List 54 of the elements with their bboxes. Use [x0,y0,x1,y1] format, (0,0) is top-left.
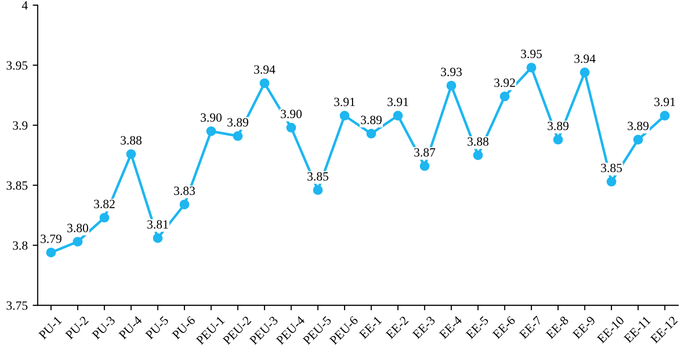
point [180,200,190,210]
point [420,161,430,171]
data-label: 3.94 [574,54,596,63]
data-label: 3.80 [67,224,88,232]
point [152,233,163,243]
data-label: 3.83 [174,186,195,196]
data-label: 3.89 [227,118,248,127]
point [206,126,216,136]
data-label: 3.91 [388,98,408,106]
point [473,150,483,160]
data-label: 3.88 [120,136,142,145]
point [126,149,136,159]
point [46,248,56,258]
y-tick-label: 3.9 [12,121,28,130]
y-tick-label: 3.85 [6,181,28,190]
point [260,78,270,88]
point [446,80,456,90]
data-label: 3.81 [147,220,168,229]
data-label: 3.91 [334,98,355,106]
point [366,128,376,138]
y-tick-label: 4 [22,1,28,10]
data-label: 3.85 [308,172,328,181]
data-label: 3.90 [200,113,222,122]
data-label: 3.89 [628,122,649,130]
data-label: 3.89 [360,116,382,124]
data-label: 3.82 [94,200,115,208]
point [580,68,590,78]
data-label: 3.79 [40,234,62,244]
point [606,176,616,187]
data-label: 3.91 [654,98,675,106]
point [633,134,643,145]
point [500,92,510,102]
data-label: 3.92 [494,78,515,87]
point [72,236,83,247]
data-label: 3.88 [468,137,488,146]
data-label: 3.89 [548,122,568,130]
point [660,110,670,120]
point [100,212,110,223]
point [553,134,563,145]
data-label: 3.85 [601,164,622,172]
data-label: 3.90 [280,110,302,118]
data-label: 3.94 [254,65,276,74]
y-tick-label: 3.75 [6,301,28,310]
data-label: 3.95 [521,50,542,58]
data-label: 3.93 [440,68,462,76]
point [340,110,350,120]
data-label: 3.87 [414,148,436,157]
point [526,62,536,72]
y-tick-label: 3.8 [12,241,28,250]
point [232,131,243,141]
point [313,185,323,195]
point [393,110,403,120]
point [286,122,296,132]
y-tick-label: 3.95 [6,61,28,70]
